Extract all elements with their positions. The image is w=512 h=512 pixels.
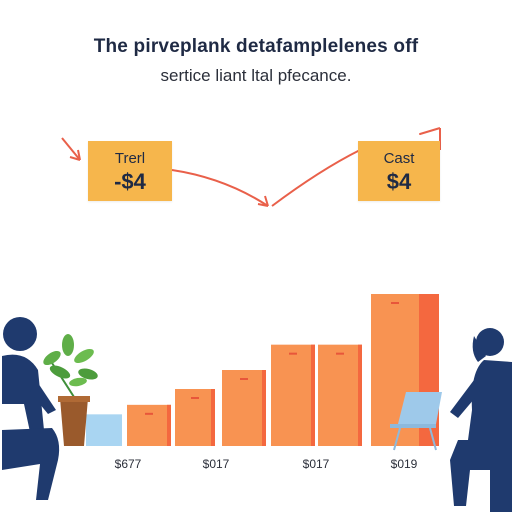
callout-right-value: $4 <box>386 169 412 194</box>
person-silhouette-right-icon <box>450 328 512 512</box>
chart-subtitle: sertice liant ltal pfecance. <box>160 66 352 85</box>
bar-series <box>86 294 439 446</box>
arrow-down-center <box>171 169 269 207</box>
chart-title: The pirveplank detafamplelenes off <box>93 36 419 57</box>
bar <box>271 344 315 446</box>
callout-left-label: Trerl <box>114 150 146 167</box>
callout-left: Trerl -$4 <box>88 141 172 201</box>
x-tick-labels: $677 $017 $017 $019 <box>115 457 418 471</box>
arrow-into-left-callout-head <box>69 149 81 161</box>
bar <box>318 344 362 446</box>
potted-plant-icon <box>43 334 98 446</box>
arrow-down-center-head <box>257 195 269 207</box>
x-tick-label: $017 <box>303 457 330 471</box>
callout-left-value: -$4 <box>114 169 146 194</box>
arrow-from-right <box>271 149 361 207</box>
bar <box>222 370 266 446</box>
laptop-icon <box>390 392 442 451</box>
arrow-up-right-tail <box>419 127 441 135</box>
x-tick-label: $017 <box>203 457 230 471</box>
x-tick-label: $677 <box>115 457 142 471</box>
callout-right: Cast $4 <box>358 141 440 201</box>
arrow-into-left-callout <box>61 137 81 161</box>
callout-right-label: Cast <box>383 150 415 167</box>
person-silhouette-left-icon <box>2 317 60 500</box>
bar <box>127 404 171 446</box>
bar <box>175 389 215 446</box>
bar <box>86 414 122 446</box>
x-tick-label: $019 <box>391 457 418 471</box>
trend-arrows <box>61 127 441 207</box>
